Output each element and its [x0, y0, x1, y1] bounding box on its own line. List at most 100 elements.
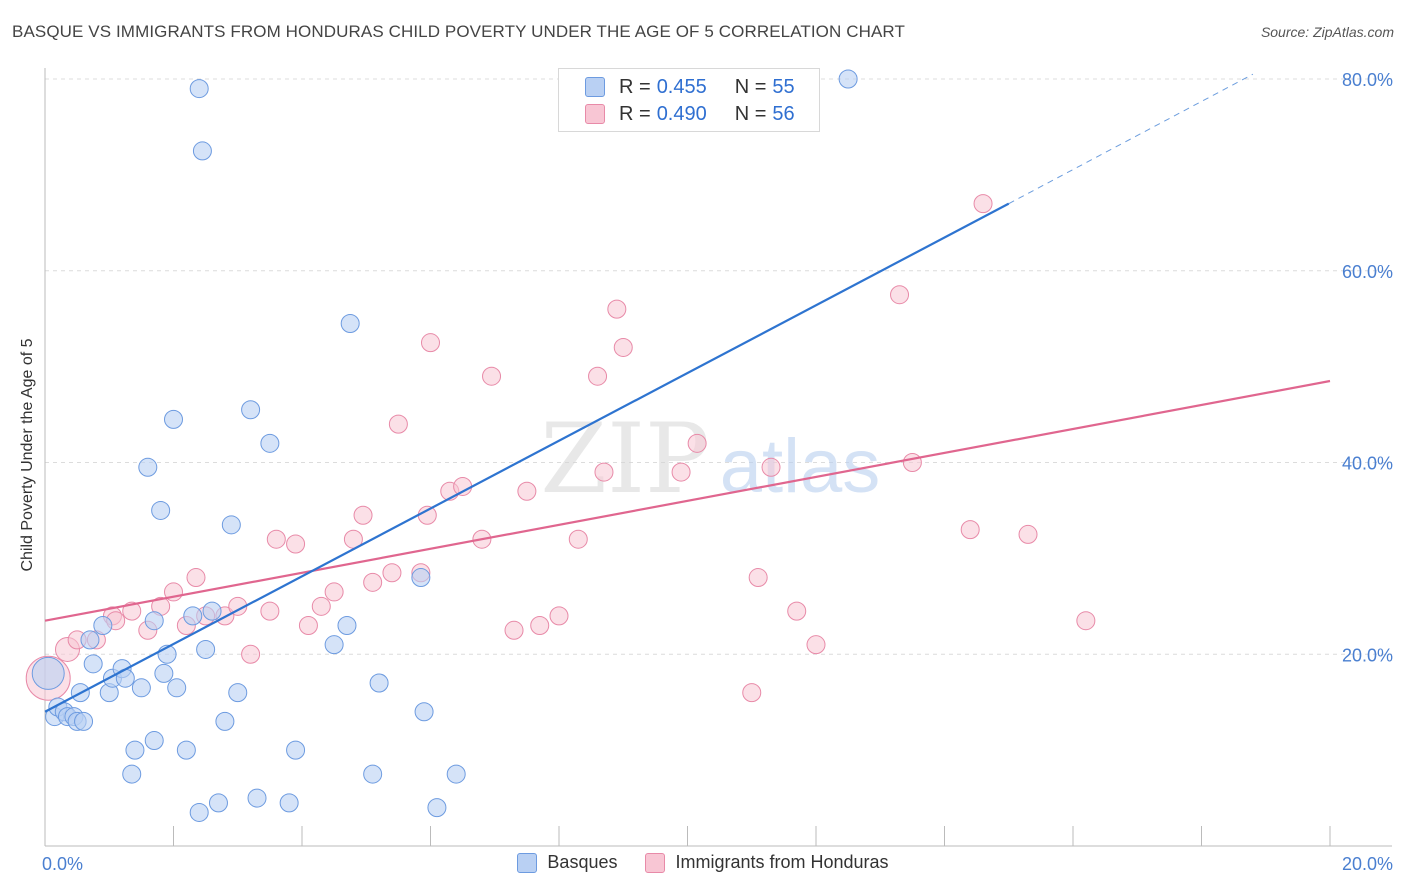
point-honduras	[353, 505, 373, 525]
trend-line-basques	[44, 202, 1010, 713]
y-tick-label: 40.0%	[1342, 454, 1393, 474]
series-basques	[31, 69, 858, 822]
x-tick-label: 20.0%	[1342, 854, 1393, 874]
legend-n-value: 55	[772, 75, 795, 98]
point-honduras	[241, 644, 261, 664]
legend-r-value: 0.490	[656, 102, 707, 125]
point-basques	[196, 639, 216, 659]
trend-lines	[44, 73, 1331, 713]
point-basques	[247, 788, 267, 808]
point-basques	[202, 601, 222, 621]
trend-extension-basques	[1008, 73, 1254, 205]
point-honduras	[260, 601, 280, 621]
point-honduras	[324, 582, 344, 602]
y-tick-label: 20.0%	[1342, 645, 1393, 665]
point-basques	[411, 568, 431, 588]
legend-r-label: R =	[619, 75, 651, 98]
series-legend: Basques Immigrants from Honduras	[0, 852, 1406, 873]
point-basques	[131, 678, 151, 698]
point-honduras	[761, 457, 781, 477]
point-basques	[125, 740, 145, 760]
point-basques	[138, 457, 158, 477]
axes	[44, 68, 1392, 847]
point-basques	[260, 433, 280, 453]
point-basques	[192, 141, 212, 161]
point-basques	[337, 615, 357, 635]
point-basques	[93, 615, 113, 635]
point-basques	[144, 611, 164, 631]
point-basques	[838, 69, 858, 89]
point-honduras	[482, 366, 502, 386]
legend-swatch-basques	[585, 77, 605, 97]
point-honduras	[388, 414, 408, 434]
legend-r-label: R =	[619, 102, 651, 125]
point-honduras	[517, 481, 537, 501]
y-tick-label: 80.0%	[1342, 70, 1393, 90]
point-honduras	[530, 615, 550, 635]
legend-label-honduras: Immigrants from Honduras	[675, 852, 889, 872]
point-honduras	[594, 462, 614, 482]
legend-n-label: N =	[734, 102, 767, 125]
point-honduras	[186, 568, 206, 588]
point-basques	[74, 711, 94, 731]
tick-labels: 20.0% 40.0% 60.0% 80.0% 0.0% 20.0%	[42, 70, 1393, 874]
point-basques	[183, 606, 203, 626]
watermark-atlas: atlas	[720, 424, 881, 509]
point-basques	[208, 793, 228, 813]
point-basques	[31, 656, 65, 690]
point-basques	[164, 409, 183, 429]
point-honduras	[806, 635, 826, 655]
legend-item-honduras: Immigrants from Honduras	[645, 852, 889, 873]
point-basques	[324, 635, 344, 655]
x-tick-label: 0.0%	[42, 854, 83, 874]
watermark-zip: ZIP	[540, 403, 709, 515]
point-honduras	[787, 601, 807, 621]
legend-swatch-honduras	[585, 104, 605, 124]
point-honduras	[742, 683, 762, 703]
point-basques	[286, 740, 306, 760]
point-honduras	[890, 285, 910, 305]
point-basques	[446, 764, 466, 784]
point-basques	[167, 678, 187, 698]
legend-row-honduras: R = 0.490 N = 56	[585, 102, 795, 126]
point-basques	[363, 764, 383, 784]
point-honduras	[549, 606, 569, 626]
point-basques	[279, 793, 299, 813]
point-honduras	[417, 505, 437, 525]
legend-item-basques: Basques	[517, 852, 617, 873]
point-basques	[83, 654, 103, 674]
point-basques	[221, 515, 241, 535]
point-basques	[427, 798, 447, 818]
point-honduras	[568, 529, 588, 549]
point-honduras	[960, 520, 980, 540]
legend-r-value: 0.455	[656, 75, 707, 98]
legend-label-basques: Basques	[547, 852, 618, 872]
point-honduras	[607, 299, 627, 319]
legend-n-value: 56	[772, 102, 795, 125]
chart-title: BASQUE VS IMMIGRANTS FROM HONDURAS CHILD…	[12, 22, 905, 41]
point-basques	[151, 500, 171, 520]
point-honduras	[902, 453, 922, 472]
point-honduras	[363, 572, 383, 592]
point-honduras	[671, 462, 691, 482]
point-honduras	[421, 333, 440, 353]
point-honduras	[1018, 524, 1038, 544]
point-honduras	[973, 194, 993, 214]
point-honduras	[687, 433, 707, 453]
point-honduras	[286, 534, 306, 554]
point-honduras	[588, 366, 608, 386]
point-basques	[189, 802, 209, 822]
point-honduras	[311, 596, 331, 616]
point-honduras	[1076, 611, 1096, 631]
point-honduras	[298, 615, 318, 635]
watermark: ZIP atlas	[540, 403, 880, 515]
point-honduras	[122, 601, 142, 621]
point-basques	[241, 400, 261, 420]
point-basques	[215, 711, 235, 731]
legend-swatch-honduras	[645, 852, 666, 873]
point-honduras	[266, 529, 286, 549]
point-basques	[369, 673, 389, 693]
source-credit: Source: ZipAtlas.com	[1260, 24, 1394, 40]
point-basques	[122, 764, 142, 784]
